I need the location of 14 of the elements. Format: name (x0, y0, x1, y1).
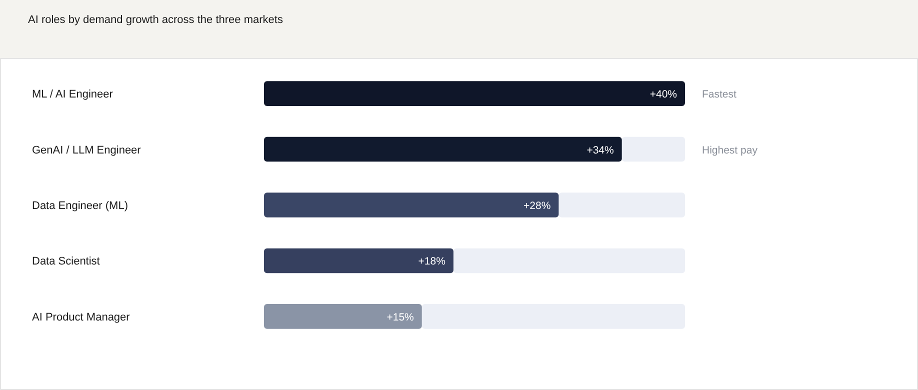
text: Highest pay (702, 144, 758, 156)
data-label: +40% (650, 88, 677, 101)
bar (264, 81, 685, 106)
y-tick-label: GenAI / LLM Engineer (32, 144, 142, 156)
data-label: +34% (586, 144, 614, 156)
data-label: +28% (524, 200, 551, 212)
y-tick-label: ML / AI Engineer (32, 88, 114, 101)
y-tick-label: AI Product Manager (32, 311, 130, 324)
annotation: Fastest (702, 88, 737, 101)
y-tick-label: Data Engineer (ML) (32, 200, 128, 212)
y-tick-label: Data Scientist (32, 256, 100, 268)
data-label: +15% (386, 311, 414, 324)
text: AI roles by demand growth across the three markets (28, 14, 284, 26)
data-label: +18% (418, 256, 446, 268)
